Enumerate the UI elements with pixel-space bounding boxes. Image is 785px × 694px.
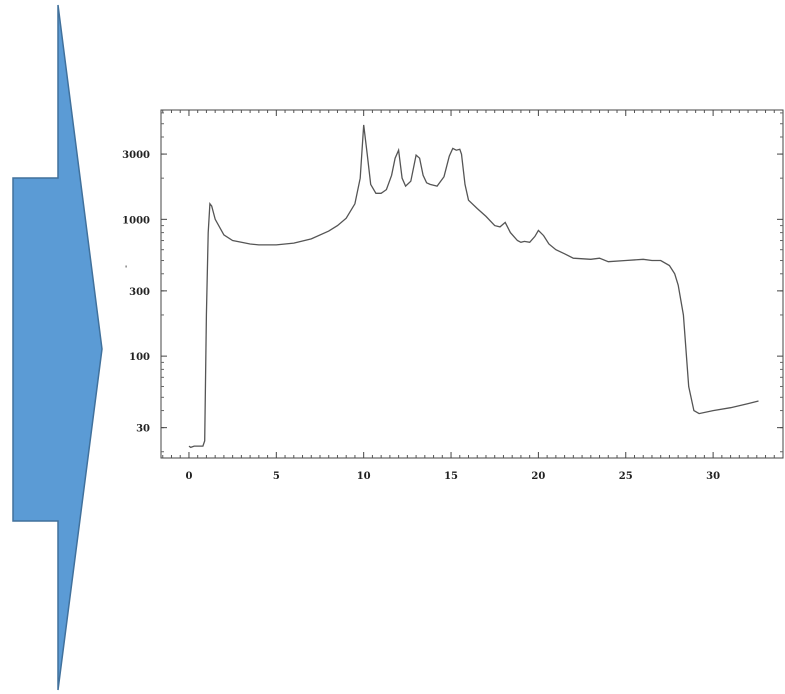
x-tick-label: 15: [444, 471, 458, 482]
right-arrow-icon: [12, 4, 103, 691]
x-tick-label: 30: [706, 471, 720, 482]
series-line: [188, 124, 759, 449]
y-axis: 30 100 300 1000 3000: [122, 150, 783, 435]
y-axis-mark: ': [125, 264, 127, 273]
plot-frame: [160, 109, 784, 459]
y-tick-label: 30: [136, 424, 150, 435]
x-tick-label: 10: [357, 471, 371, 482]
minor-ticks: [161, 110, 783, 458]
y-tick-label: 3000: [122, 150, 150, 161]
x-tick-label: 5: [273, 471, 280, 482]
y-tick-label: 300: [129, 287, 150, 298]
x-axis: 0 5 10 15 20 25 30: [185, 110, 720, 482]
x-tick-label: 25: [619, 471, 633, 482]
x-tick-label: 20: [531, 471, 545, 482]
y-tick-label: 1000: [122, 215, 150, 226]
x-tick-label: 0: [185, 471, 192, 482]
y-tick-label: 100: [129, 352, 150, 363]
